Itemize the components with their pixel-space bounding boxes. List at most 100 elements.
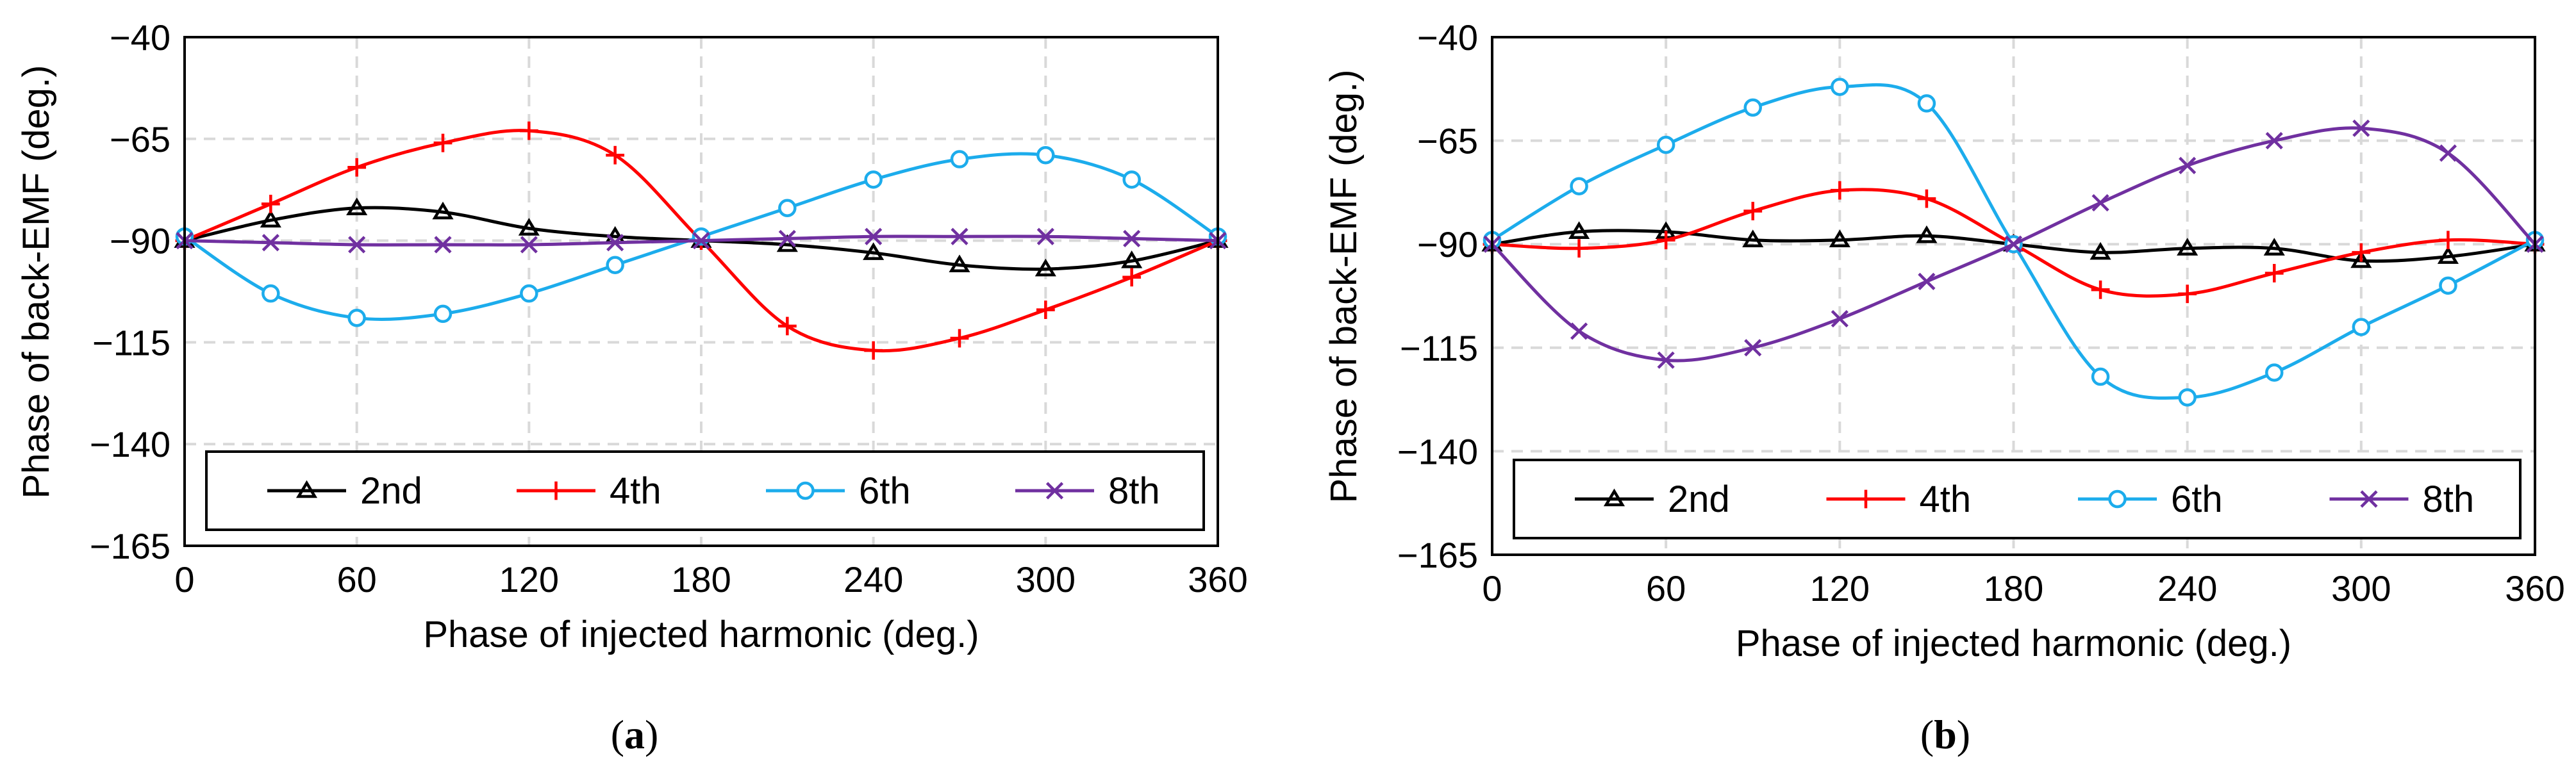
data-point-4th [606, 145, 625, 165]
x-tick-labels: 0 60 120 180 240 300 360 [1482, 568, 2564, 609]
x-tick-label: 120 [499, 559, 559, 600]
data-point-4th [950, 329, 969, 348]
caption-letter: b [1934, 712, 1957, 757]
data-point-2nd [863, 242, 885, 260]
legend-item-2nd: 2nd [267, 470, 422, 512]
marker-stroke [1918, 272, 1936, 290]
x-tick-label: 240 [843, 559, 903, 600]
legend-label: 4th [610, 470, 661, 512]
data-point-4th [2352, 243, 2371, 262]
marker-stroke [778, 229, 796, 248]
data-point-4th [347, 158, 367, 177]
data-point-6th [2265, 363, 2284, 382]
marker-stroke [606, 234, 624, 252]
data-point-8th [951, 227, 968, 245]
legend-label: 8th [1108, 470, 1160, 512]
y-axis-title: Phase of back-EMF (deg.) [1323, 70, 1365, 504]
data-point-2nd [346, 197, 368, 216]
data-point-2nd [1568, 221, 1590, 240]
data-point-6th [520, 284, 538, 303]
x-tick-label: 300 [2331, 568, 2391, 609]
x-tick-labels: 0 60 120 180 240 300 360 [174, 559, 1247, 600]
data-point-4th [433, 133, 453, 152]
data-point-8th [520, 236, 538, 254]
legend-swatch-marker [295, 480, 318, 498]
data-point-4th [261, 195, 280, 213]
plot-border [183, 36, 1219, 547]
legend-swatch-marker [1603, 488, 1625, 507]
legend-label: 2nd [360, 470, 422, 512]
data-point-2nd [2090, 242, 2111, 260]
y-tick-label: −40 [1417, 17, 1478, 58]
data-point-6th [1831, 78, 1849, 96]
x-axis-title: Phase of injected harmonic (deg.) [423, 614, 979, 655]
chart-panel-a: 0 60 120 180 240 300 360 −40 −65 −90 −115 −140 −165 P… [15, 17, 1248, 757]
data-point-6th [950, 150, 969, 168]
legend-item-4th: 4th [517, 470, 661, 512]
marker-stroke [1123, 229, 1141, 248]
legend-swatch-marker [547, 481, 565, 500]
legend-label: 2nd [1668, 479, 1730, 520]
marker-stroke [1744, 339, 1762, 357]
data-point-4th [2091, 280, 2110, 299]
data-point-8th [1123, 229, 1141, 248]
caption-paren: ) [645, 712, 658, 757]
data-point-6th [778, 199, 797, 218]
marker-stroke [2360, 490, 2378, 508]
y-tick-label: −65 [110, 119, 170, 160]
x-tick-label: 0 [1482, 568, 1502, 609]
data-point-8th [692, 232, 710, 250]
legend-swatch-marker [2360, 490, 2378, 508]
data-point-6th [2091, 367, 2110, 386]
panel-caption: (b) [1920, 712, 1970, 757]
marker-stroke [1831, 309, 1849, 328]
series-group [174, 121, 1229, 360]
legend-label: 4th [1920, 479, 1972, 520]
legend-item-2nd: 2nd [1575, 479, 1730, 520]
x-axis-title: Phase of injected harmonic (deg.) [1736, 623, 2291, 664]
caption-paren: ( [1920, 712, 1934, 757]
data-point-8th [1744, 339, 1762, 357]
marker-stroke [348, 236, 366, 254]
legend-swatch-marker [796, 481, 815, 500]
data-point-6th [2439, 276, 2457, 295]
x-tick-label: 180 [671, 559, 731, 600]
data-point-8th [1570, 322, 1588, 340]
data-point-6th [1743, 98, 1762, 117]
marker-stroke [951, 227, 968, 245]
series-8th [1483, 119, 2544, 369]
data-point-6th [1570, 177, 1588, 195]
x-tick-label: 120 [1810, 568, 1870, 609]
data-point-2nd [1035, 258, 1056, 277]
data-point-6th [2178, 388, 2197, 407]
data-point-8th [1036, 227, 1054, 245]
y-tick-label: −90 [110, 221, 170, 261]
data-point-8th [262, 234, 279, 252]
legend: 2nd 4th 6th 8th [1513, 459, 2522, 539]
marker-stroke [1657, 351, 1675, 369]
data-point-6th [1917, 94, 1936, 113]
legend-item-4th: 4th [1826, 479, 1972, 520]
data-point-8th [2179, 156, 2197, 174]
marker-stroke [2265, 132, 2283, 150]
data-point-2nd [2437, 246, 2459, 264]
data-point-8th [1657, 351, 1675, 369]
marker-stroke [2439, 144, 2457, 162]
data-point-4th [2439, 231, 2457, 250]
data-point-8th [2004, 235, 2023, 253]
data-point-6th [1036, 145, 1055, 165]
data-point-2nd [260, 209, 281, 228]
data-point-4th [1122, 268, 1142, 287]
legend-swatch-marker [1045, 482, 1064, 500]
legend-item-6th: 6th [766, 470, 911, 512]
data-point-6th [433, 304, 453, 324]
legend-item-8th: 8th [2329, 479, 2474, 520]
marker-stroke [2091, 193, 2109, 212]
data-point-2nd [2350, 250, 2372, 268]
data-point-4th [1036, 300, 1055, 319]
y-axis-title: Phase of back-EMF (deg.) [15, 65, 57, 499]
data-point-2nd [1121, 250, 1143, 268]
y-tick-labels: −40 −65 −90 −115 −140 −165 [90, 17, 170, 566]
data-point-6th [1122, 170, 1141, 189]
